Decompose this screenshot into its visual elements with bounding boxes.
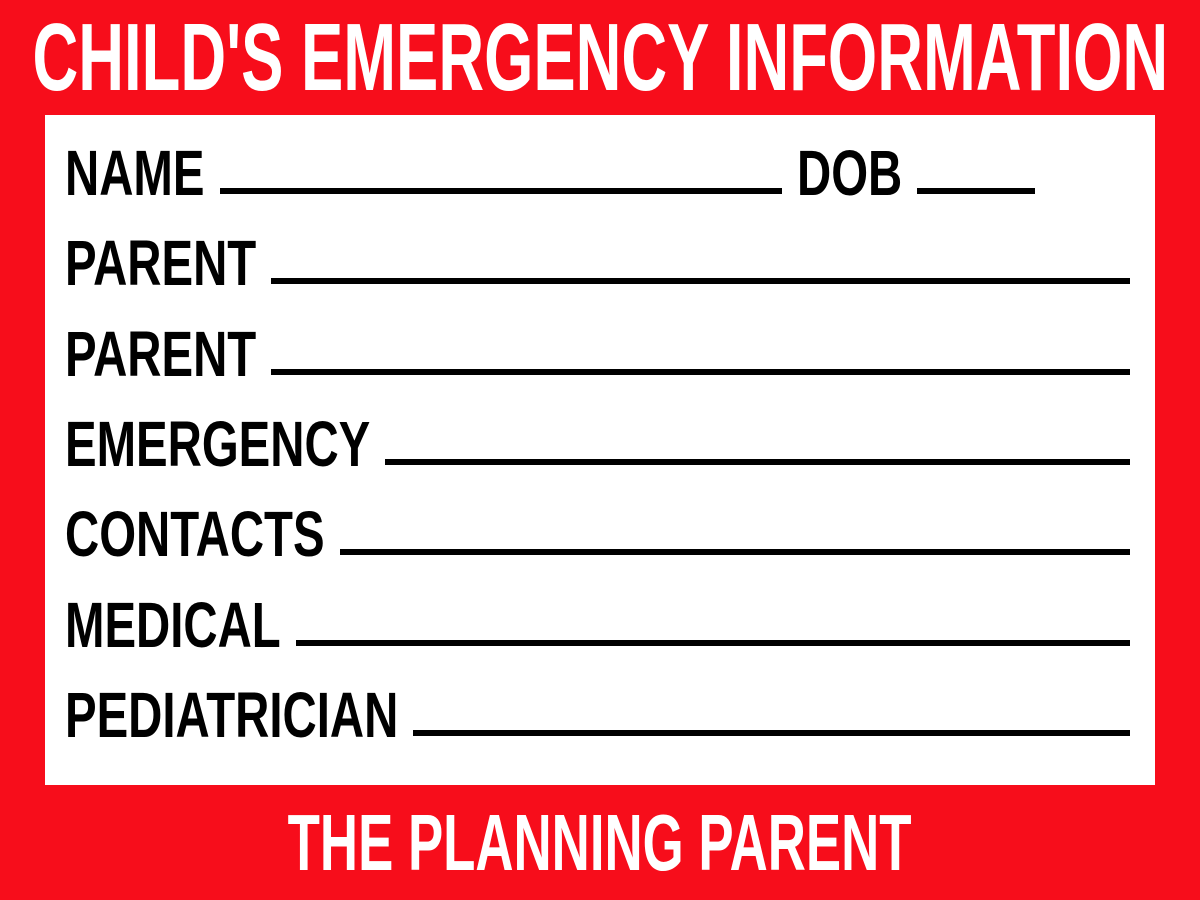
contacts-blank-line (339, 549, 1130, 556)
brand-text: THE PLANNING PARENT (288, 797, 912, 887)
name-label: NAME (65, 137, 205, 209)
contacts-label: CONTACTS (65, 498, 325, 571)
form-row-name-dob: NAME DOB (65, 141, 1130, 205)
form-row-medical: MEDICAL (65, 593, 1130, 657)
medical-blank-line (295, 639, 1130, 646)
page-title: CHILD'S EMERGENCY INFORMATION (32, 3, 1168, 111)
form-row-pediatrician: PEDIATRICIAN (65, 683, 1130, 747)
emergency-label: EMERGENCY (65, 407, 371, 480)
pediatrician-blank-line (413, 729, 1130, 736)
dob-blank-line (917, 188, 1035, 194)
dob-label: DOB (796, 137, 902, 209)
pediatrician-label: PEDIATRICIAN (65, 678, 399, 751)
form-row-parent-1: PARENT (65, 231, 1130, 295)
form-row-parent-2: PARENT (65, 322, 1130, 386)
parent-2-blank-line (271, 368, 1130, 375)
header-band: CHILD'S EMERGENCY INFORMATION (0, 0, 1200, 115)
footer-band: THE PLANNING PARENT (0, 785, 1200, 900)
form-row-emergency: EMERGENCY (65, 412, 1130, 476)
parent-1-label: PARENT (65, 227, 257, 300)
form-row-contacts: CONTACTS (65, 502, 1130, 566)
parent-2-label: PARENT (65, 317, 257, 390)
form-card: NAME DOB PARENT PARENT EMERGENCY CONTACT… (45, 115, 1155, 785)
parent-1-blank-line (271, 278, 1130, 285)
name-blank-line (219, 188, 782, 194)
emergency-blank-line (385, 458, 1130, 465)
medical-label: MEDICAL (65, 588, 281, 661)
